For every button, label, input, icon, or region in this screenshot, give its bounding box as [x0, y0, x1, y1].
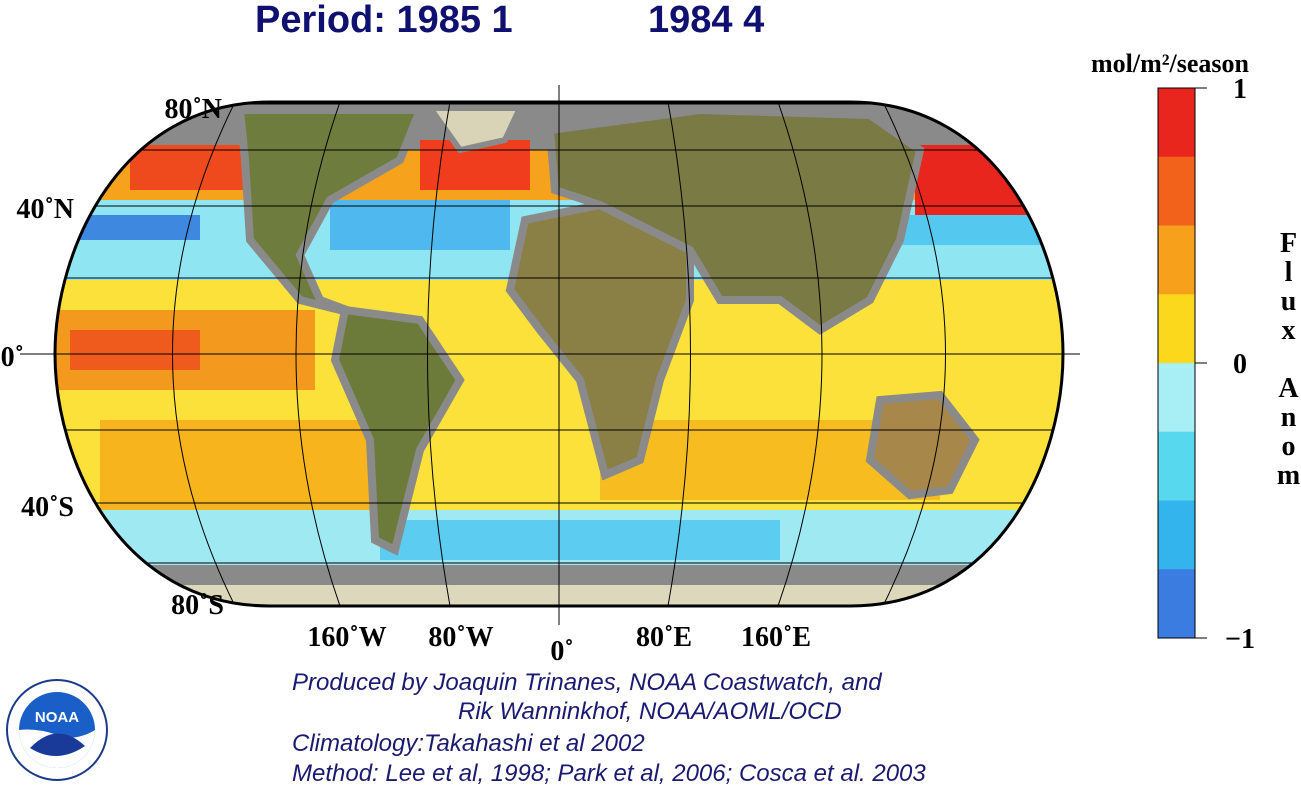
lon-label: 160˚E [741, 622, 811, 653]
title-right: 1984 4 [648, 0, 764, 41]
lat-label: 80˚N [164, 94, 222, 125]
lon-label: 80˚W [428, 622, 493, 653]
colorbar: 1 0 −1 [1157, 74, 1255, 655]
colorbar-tick-label: −1 [1225, 624, 1255, 655]
colorbar-band [1158, 569, 1195, 639]
colorbar-band [1158, 88, 1195, 158]
credit-line: Method: Lee et al, 1998; Park et al, 200… [292, 760, 926, 787]
lon-label: 80˚E [636, 622, 692, 653]
map-body [55, 102, 1063, 606]
colorbar-band [1158, 500, 1195, 570]
colorbar-label: Flux Anom [1273, 228, 1301, 489]
credit-line: Rik Wanninkhof, NOAA/AOML/OCD [458, 698, 842, 725]
lon-label: 160˚W [307, 622, 386, 653]
lat-label: 0˚ [1, 342, 24, 373]
colorbar-tick-label: 1 [1233, 74, 1247, 105]
credit-line: Climatology:Takahashi et al 2002 [292, 730, 645, 757]
colorbar-unit: mol/m²/season [1091, 49, 1250, 78]
colorbar-band [1158, 294, 1195, 364]
colorbar-tick-label: 0 [1233, 349, 1247, 380]
colorbar-band [1158, 225, 1195, 295]
logo-text: NOAA [35, 709, 79, 726]
colorbar-band [1158, 431, 1195, 501]
lat-label: 80˚S [171, 590, 224, 621]
lat-label: 40˚N [16, 194, 74, 225]
noaa-logo: NOAA [6, 679, 108, 781]
lat-label: 40˚S [21, 492, 74, 523]
colorbar-band [1158, 156, 1195, 226]
colorbar-band [1158, 363, 1195, 433]
lon-label: 0˚ [550, 636, 573, 667]
title-left: Period: 1985 1 [255, 0, 513, 41]
credit-line: Produced by Joaquin Trinanes, NOAA Coast… [292, 669, 882, 696]
